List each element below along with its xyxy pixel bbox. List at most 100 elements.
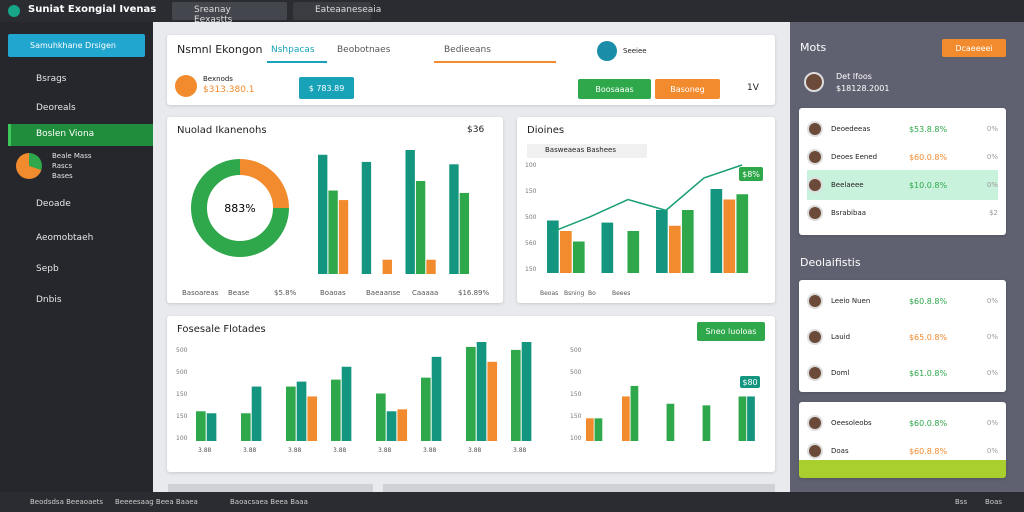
title: Nsmnl Ekongon [177,43,263,56]
sidebar: Samuhkhane Drsigen Bsrags Deoreals Bosle… [0,22,153,492]
sub: 0% [986,369,998,377]
sub: 0% [986,125,998,133]
badge: $8% [739,167,763,181]
list-row: Leeio Nuen $60.8.8% 0% [807,286,998,316]
avatar [807,121,823,137]
list-row: Doml $61.0.8% 0% [807,358,998,388]
nav-item[interactable]: Dnbis [36,295,62,305]
avatar [807,177,823,193]
value: $60.8.8% [908,446,948,456]
name: Doas [831,447,849,455]
line-card: Dioines Basweaeas Bashees $8% [517,117,775,303]
list-row: Doas $60.8.8% 0% [807,436,998,466]
list-row: Deoedeeas $53.8.8% 0% [807,114,998,144]
button[interactable]: Sneo luoloas [697,322,765,341]
avatar [807,329,823,345]
avatar [807,443,823,459]
sub: 0% [986,181,998,189]
avatar [807,149,823,165]
topbar: Suniat Exongial Ivenas Sreanay Eexastts … [0,0,1024,25]
sub: 0% [986,447,998,455]
footer-item: Bss [955,498,968,506]
nav-sub: Rascs [52,162,73,170]
value: $53.8.8% [908,124,948,134]
name: Deoes Eened [831,153,878,161]
list-row: Oeesoleobs $60.0.8% 0% [807,408,998,438]
app-title: Suniat Exongial Ivenas [28,4,157,15]
avatar [807,415,823,431]
brand: Seeiee [623,47,647,55]
name: Doml [831,369,850,377]
value: $10.0.8% [908,180,948,190]
sub: 0% [986,333,998,341]
button[interactable]: $ 783.89 [299,77,354,99]
tab[interactable]: Eateaaneseaia [293,2,381,20]
nav-item[interactable]: Deoade [36,199,71,209]
primary-button[interactable]: Samuhkhane Drsigen [8,34,145,57]
name: Lauid [831,333,851,341]
profile-value: $18128.2001 [836,84,890,93]
right-panel: Mots Dcaeeeei Det Ifoos $18128.2001 Deoe… [790,22,1024,492]
tab[interactable]: Bedieeans [434,41,556,63]
button[interactable]: Boosaaas [578,79,651,99]
footer-item: Beeeesaag Beea Baaea [115,498,198,506]
sub: 0% [986,153,998,161]
tab[interactable]: Sreanay Eexastts [172,2,287,25]
title: Nuolad Ikanenohs [177,125,267,136]
stat-value: $313.380.1 [203,85,255,95]
footer-item: Boas [985,498,1003,506]
nav-item[interactable]: Sepb [36,264,59,274]
value: $60.0.8% [908,418,948,428]
donut-card: Nuolad Ikanenohs $36 [167,117,503,303]
tab[interactable]: Beobotnaes [337,45,391,55]
legend-item: Bashees [586,146,616,154]
nav-sub: Beale Mass [52,152,92,160]
controls: $36 [467,125,485,135]
value: $65.0.8% [908,332,948,342]
brand-icon [597,41,617,61]
stat-label: Bexnods [203,75,233,83]
icon [175,75,197,97]
nav-item[interactable]: Aeomobtaeh [36,233,94,243]
footer: Beodsdsa Beeaoaets Beeeesaag Beea Baaea … [0,492,1024,512]
list: Deoedeeas $53.8.8% 0% Deoes Eened $60.0.8% 0%… [799,108,1006,235]
nav-item[interactable]: Deoreals [36,103,76,113]
logo [8,5,20,17]
avatar [807,293,823,309]
header-card: Nsmnl Ekongon Nshpacas Beobotnaes Bediee… [167,35,775,105]
button[interactable]: Basoneg [655,79,720,99]
legend: Basweaeas Bashees [527,144,647,158]
footer-item: Baoacsaea Beea Baaa [230,498,308,506]
avatar [807,365,823,381]
forecast-card: Fosesale Flotades Sneo luoloas $80 [167,316,775,472]
title: Fosesale Flotades [177,324,266,335]
list-row: Bsrabibaa $2 [807,198,998,228]
footer-item: Beodsdsa Beeaoaets [30,498,104,506]
button[interactable]: Dcaeeeei [942,39,1006,57]
nav-item[interactable]: Bsrags [36,74,67,84]
list-row: Beelaeee $10.0.8% 0% [807,170,998,200]
tab[interactable]: Nshpacas [267,41,327,63]
legend-item: Basweaeas [545,146,585,154]
name: Leeio Nuen [831,297,871,305]
sub: 0% [986,297,998,305]
sub: 0% [986,419,998,427]
list-row: Lauid $65.0.8% 0% [807,322,998,352]
badge: $80 [740,376,760,388]
mini-donut [16,153,42,179]
value: $60.8.8% [908,296,948,306]
name: Beelaeee [831,181,864,189]
title: Mots [800,41,827,54]
menu[interactable]: 1V [747,83,759,93]
list: Oeesoleobs $60.0.8% 0% Doas $60.8.8% 0% [799,402,1006,478]
name: Oeesoleobs [831,419,872,427]
profile-name: Det Ifoos [836,72,872,81]
list: Leeio Nuen $60.8.8% 0% Lauid $65.0.8% 0% Doml $… [799,280,1006,392]
sub: $2 [989,209,998,217]
nav-sub: Bases [52,172,73,180]
name: Deoedeeas [831,125,871,133]
value: $60.0.8% [908,152,948,162]
nav-item[interactable]: Boslen Viona [36,129,95,139]
title: Dioines [527,125,565,136]
